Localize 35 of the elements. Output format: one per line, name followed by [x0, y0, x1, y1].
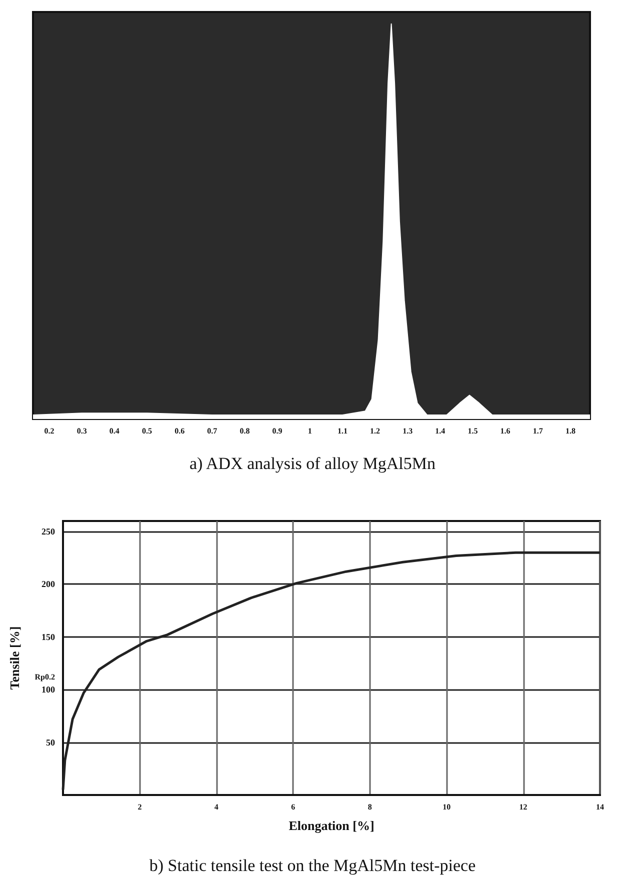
- x-tick-label: 0.9: [272, 426, 282, 436]
- x-tick-label: 1: [308, 426, 312, 436]
- x-tick-label: 1.8: [565, 426, 576, 436]
- x-tick-label: 14: [596, 802, 604, 812]
- x-tick-label: 0.6: [174, 426, 185, 436]
- x-tick-label: 1.4: [435, 426, 446, 436]
- x-tick-label: 12: [519, 802, 528, 812]
- x-tick-label: 10: [442, 802, 451, 812]
- x-tick-label: 0.2: [44, 426, 54, 436]
- line-series: [62, 551, 602, 791]
- x-tick-label: 0.4: [109, 426, 120, 436]
- x-tick-label: 4: [214, 802, 218, 812]
- y-tick-label: 250: [42, 526, 56, 537]
- y-tick-label: 150: [42, 632, 56, 642]
- x-tick-label: 0.7: [207, 426, 218, 436]
- x-tick-label: 1.3: [402, 426, 413, 436]
- y-tick-label: 200: [42, 579, 56, 590]
- text: b) Static tensile test on the MgAl5Mn test-piece: [149, 856, 476, 875]
- y-tick-label: 50: [46, 737, 56, 748]
- x-axis-title: Elongation [%]: [288, 818, 374, 833]
- x-tick-label: 0.3: [76, 426, 87, 436]
- x-tick-label: 0.8: [240, 426, 250, 436]
- text: a) ADX analysis of alloy MgAl5Mn: [189, 454, 436, 473]
- x-tick-label: 0.5: [142, 426, 152, 436]
- x-tick-label: 8: [368, 802, 372, 812]
- x-tick-label: 1.7: [532, 426, 543, 436]
- x-tick-label: 1.2: [370, 426, 380, 436]
- x-tick-label: 1.5: [468, 426, 478, 436]
- y-tick-label: Rp0.2: [34, 672, 55, 682]
- x-tick-label: 2: [138, 802, 142, 812]
- y-axis-title: Tensile [%]: [7, 626, 22, 690]
- x-tick-label: 1.6: [500, 426, 510, 436]
- x-tick-label: 6: [291, 802, 296, 812]
- y-tick-label: 100: [42, 684, 56, 695]
- x-tick-label: 1.1: [337, 426, 348, 436]
